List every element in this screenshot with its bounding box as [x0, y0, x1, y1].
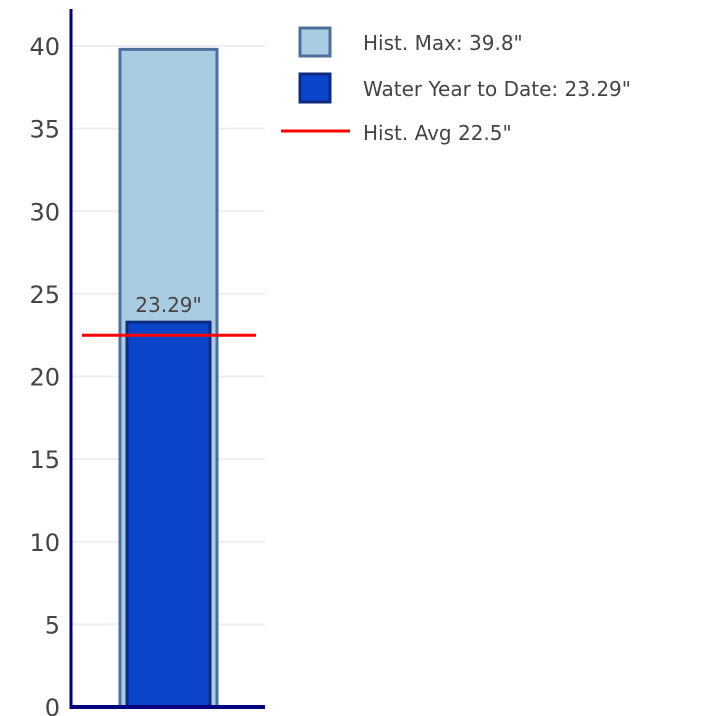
data-label-water-year-to-date: 23.29"	[135, 293, 201, 317]
legend-swatch-hist-max	[298, 26, 332, 58]
y-tick-label-25: 25	[29, 281, 60, 309]
bar-water-year-to-date	[125, 320, 212, 709]
y-tick-label-10: 10	[29, 529, 60, 557]
y-axis-ticks: 0 5 10 15 20 25 30 35 40	[29, 33, 60, 716]
y-tick-label-5: 5	[45, 611, 60, 639]
y-tick-label-40: 40	[29, 33, 60, 61]
legend-swatch-water-year-to-date	[298, 72, 332, 104]
legend-item-hist-max[interactable]: Hist. Max: 39.8"	[298, 26, 523, 58]
y-tick-label-15: 15	[29, 446, 60, 474]
legend-item-water-year-to-date[interactable]: Water Year to Date: 23.29"	[298, 72, 631, 104]
legend-item-hist-avg[interactable]: Hist. Avg 22.5"	[281, 121, 512, 145]
y-tick-label-30: 30	[29, 198, 60, 226]
legend-label-hist-max: Hist. Max: 39.8"	[363, 31, 523, 55]
legend-label-water-year-to-date: Water Year to Date: 23.29"	[363, 77, 631, 101]
y-tick-label-0: 0	[45, 694, 60, 716]
legend: Hist. Max: 39.8" Water Year to Date: 23.…	[281, 26, 631, 145]
y-tick-label-35: 35	[29, 116, 60, 144]
y-tick-label-20: 20	[29, 364, 60, 392]
legend-label-hist-avg: Hist. Avg 22.5"	[363, 121, 512, 145]
